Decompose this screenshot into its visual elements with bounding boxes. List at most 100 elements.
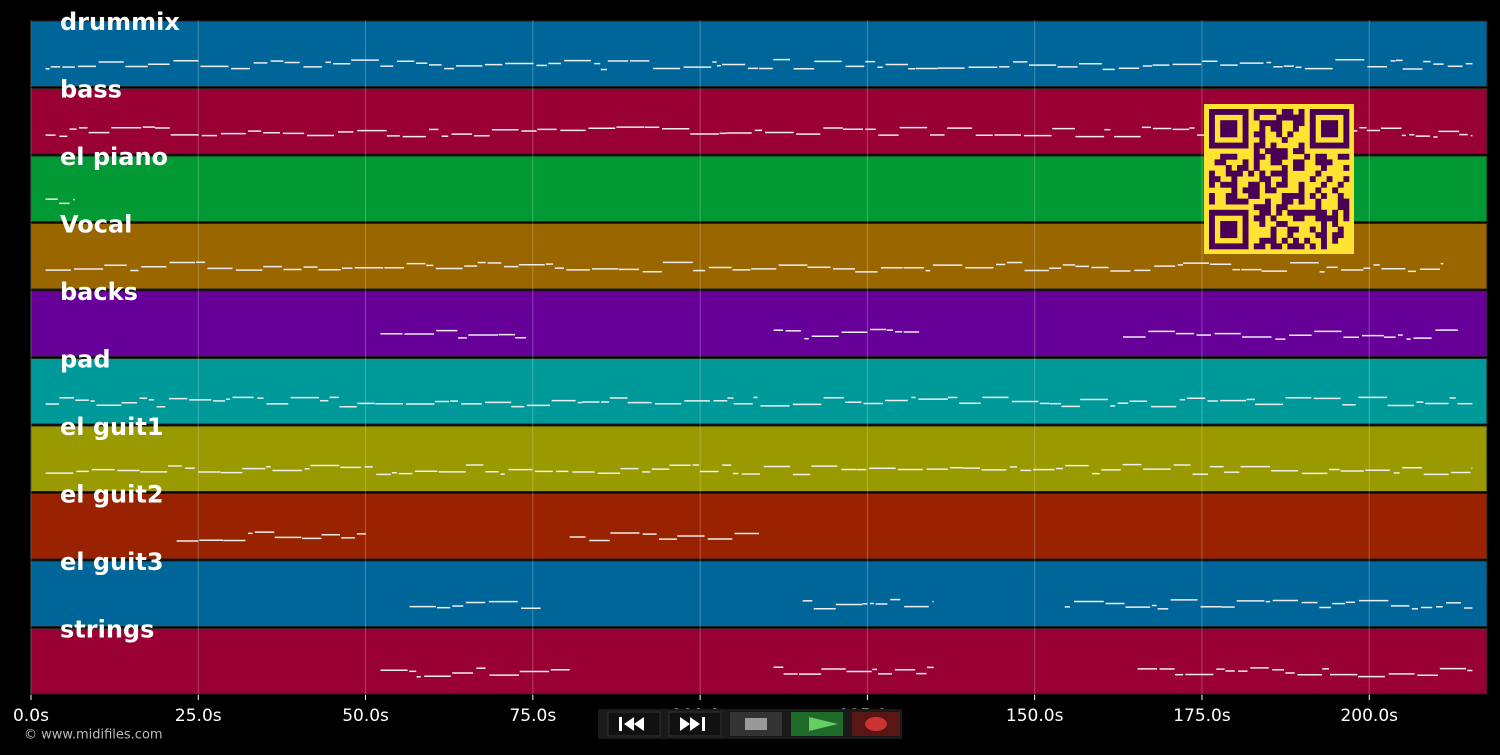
qr-module <box>1220 159 1227 166</box>
qr-module <box>1276 221 1283 227</box>
qr-module <box>1225 193 1232 199</box>
fast-forward-button[interactable] <box>668 711 722 737</box>
qr-module <box>1270 237 1277 244</box>
qr-module <box>1293 193 1299 199</box>
qr-module <box>1332 221 1339 227</box>
qr-module <box>1270 170 1277 177</box>
qr-module <box>1281 204 1288 211</box>
rewind-button[interactable] <box>607 711 661 737</box>
qr-module <box>1237 109 1243 115</box>
qr-module <box>1321 120 1327 127</box>
qr-module <box>1225 142 1232 149</box>
qr-module <box>1298 120 1305 127</box>
stop-button[interactable] <box>730 712 782 736</box>
qr-module <box>1287 209 1294 216</box>
qr-module <box>1242 131 1249 138</box>
qr-module <box>1265 120 1271 127</box>
qr-module <box>1304 237 1311 244</box>
play-button[interactable] <box>791 712 843 736</box>
qr-module <box>1220 142 1227 149</box>
qr-module <box>1270 226 1277 233</box>
qr-module <box>1220 226 1227 233</box>
track-name: strings <box>60 616 154 644</box>
qr-module <box>1321 159 1327 166</box>
grid <box>30 20 1370 695</box>
qr-module <box>1209 237 1215 244</box>
qr-module <box>1225 243 1232 250</box>
track-lane <box>30 560 1488 627</box>
qr-module <box>1321 226 1327 233</box>
transport-controls <box>598 709 902 739</box>
qr-module <box>1242 142 1249 149</box>
qr-module <box>1270 142 1277 149</box>
qr-module <box>1326 142 1333 149</box>
qr-module <box>1315 142 1322 149</box>
qr-module <box>1248 193 1255 199</box>
qr-module <box>1209 114 1215 121</box>
qr-module <box>1225 109 1232 115</box>
track-lane <box>30 20 1488 87</box>
qr-module <box>1343 120 1350 127</box>
qr-module <box>1253 187 1260 194</box>
qr-module <box>1214 209 1221 216</box>
qr-module <box>1281 170 1288 177</box>
qr-module <box>1209 131 1215 138</box>
qr-module <box>1321 153 1327 160</box>
tick-label: 150.0s <box>1006 706 1064 726</box>
qr-module <box>1242 215 1249 222</box>
qr-module <box>1293 120 1299 127</box>
qr-module <box>1343 137 1350 143</box>
qr-module <box>1270 148 1277 155</box>
qr-module <box>1220 243 1227 250</box>
qr-module <box>1209 209 1215 216</box>
qr-module <box>1298 148 1305 155</box>
qr-module <box>1281 148 1288 155</box>
qr-module <box>1214 142 1221 149</box>
qr-module <box>1293 159 1299 166</box>
qr-module <box>1315 209 1322 216</box>
qr-module <box>1281 114 1288 121</box>
qr-module <box>1259 209 1266 216</box>
qr-module <box>1332 209 1339 216</box>
qr-module <box>1259 176 1266 183</box>
qr-module <box>1248 170 1255 177</box>
qr-module <box>1259 109 1266 115</box>
qr-module <box>1337 198 1344 205</box>
qr-module <box>1225 153 1232 160</box>
qr-module <box>1231 153 1238 160</box>
qr-module <box>1225 170 1232 177</box>
qr-module <box>1253 181 1260 188</box>
qr-module <box>1281 221 1288 227</box>
record-button[interactable] <box>852 712 900 736</box>
qr-module <box>1225 226 1232 233</box>
qr-module <box>1309 109 1316 115</box>
qr-module <box>1265 148 1271 155</box>
qr-module <box>1332 125 1339 132</box>
qr-module <box>1315 198 1322 205</box>
qr-module <box>1293 165 1299 171</box>
qr-module <box>1259 125 1266 132</box>
qr-module <box>1276 125 1283 132</box>
qr-module <box>1315 204 1322 211</box>
qr-module <box>1276 114 1283 121</box>
qr-module <box>1237 170 1243 177</box>
qr-module <box>1293 148 1299 155</box>
qr-module <box>1265 109 1271 115</box>
qr-module <box>1209 221 1215 227</box>
qr-module <box>1298 209 1305 216</box>
track-name: backs <box>60 278 138 306</box>
qr-module <box>1259 120 1266 127</box>
qr-module <box>1242 120 1249 127</box>
qr-module <box>1337 193 1344 199</box>
qr-module <box>1225 209 1232 216</box>
track-name: Vocal <box>60 211 132 239</box>
qr-module <box>1209 109 1215 115</box>
qr-module <box>1242 109 1249 115</box>
qr-module <box>1287 131 1294 138</box>
qr-module <box>1259 237 1266 244</box>
qr-module <box>1265 176 1271 183</box>
qr-module <box>1337 232 1344 239</box>
qr-module <box>1220 109 1227 115</box>
tick-label: 175.0s <box>1173 706 1231 726</box>
qr-module <box>1242 198 1249 205</box>
